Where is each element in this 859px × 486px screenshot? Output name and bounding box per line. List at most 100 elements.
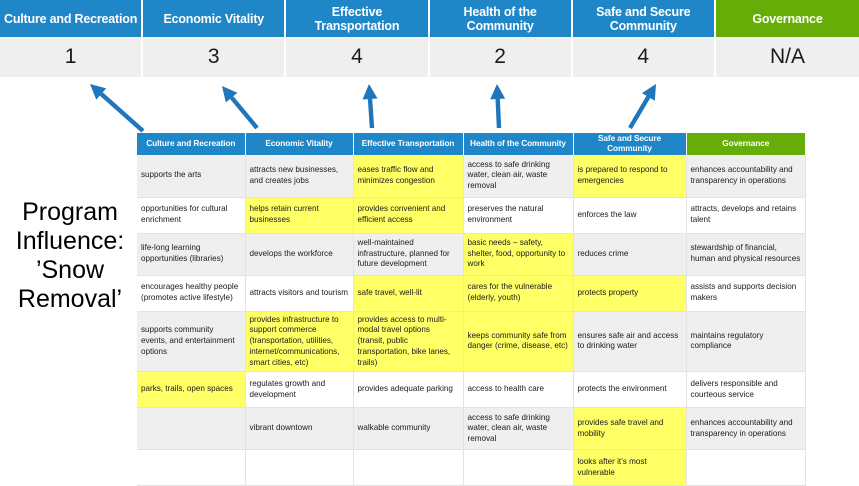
score-value: 1 <box>0 37 144 77</box>
score-header-label: Effective Transportation <box>286 0 430 37</box>
strategic-priority-matrix-table: Culture and Recreation Economic Vitality E… <box>137 133 806 486</box>
arrow-shaft <box>229 96 259 130</box>
matrix-cell: delivers responsible and courteous servi… <box>686 371 806 409</box>
arrow-head <box>90 84 107 100</box>
matrix-cell: vibrant downtown <box>245 407 354 451</box>
caption-line-4: Removal’ <box>17 285 123 313</box>
matrix-cell: supports community events, and entertain… <box>137 311 246 373</box>
arrow-to-health-of-the-community <box>490 84 506 129</box>
arrow-head <box>641 84 656 101</box>
matrix-cell: looks after it’s most vulnerable <box>573 449 687 486</box>
matrix-cell: attracts new businesses, and creates job… <box>245 155 354 198</box>
score-header-label: Health of the Community <box>429 0 573 37</box>
matrix-cell: preserves the natural environment <box>463 197 574 234</box>
strategic-priority-score-band: Culture and Recreation 1 Economic Vitality… <box>0 0 859 77</box>
matrix-cell: encourages healthy people (promotes acti… <box>137 275 246 312</box>
matrix-row: parks, trails, open spaces regulates grow… <box>137 371 806 409</box>
matrix-cell <box>137 449 246 486</box>
matrix-cell: life-long learning opportunities (librar… <box>137 233 246 276</box>
arrow-shaft <box>99 92 145 133</box>
matrix-cell: protects property <box>573 275 687 312</box>
matrix-cell: access to health care <box>463 371 574 409</box>
matrix-cell: cares for the vulnerable (elderly, youth… <box>463 275 574 312</box>
matrix-cell: attracts visitors and tourism <box>245 275 354 312</box>
matrix-row: opportunities for cultural enrichment hel… <box>137 197 806 234</box>
caption-line-2: Influence: <box>15 227 125 255</box>
matrix-cell: parks, trails, open spaces <box>137 371 246 409</box>
matrix-table-body: supports the arts attracts new businesses… <box>137 155 806 486</box>
matrix-cell: well-maintained infrastructure, planned … <box>353 233 464 276</box>
arrow-head <box>490 84 506 100</box>
program-influence-caption: Program Influence: ’Snow Removal’ <box>6 198 134 314</box>
matrix-column-header: Effective Transportation <box>353 133 464 155</box>
matrix-cell: opportunities for cultural enrichment <box>137 197 246 234</box>
arrow-shaft <box>495 98 502 129</box>
matrix-row: looks after it’s most vulnerable <box>137 449 806 486</box>
score-header-label: Culture and Recreation <box>0 0 144 37</box>
matrix-cell <box>353 449 464 486</box>
arrow-layer <box>90 84 656 133</box>
matrix-cell: maintains regulatory compliance <box>686 311 806 373</box>
matrix-column-header: Governance <box>686 133 805 155</box>
matrix-cell: attracts, develops and retains talent <box>686 197 806 234</box>
matrix-column-header: Culture and Recreation <box>137 133 246 155</box>
matrix-cell: protects the environment <box>573 371 687 409</box>
arrow-to-economic-vitality <box>222 86 259 130</box>
matrix-cell: regulates growth and development <box>245 371 354 409</box>
arrow-to-safe-and-secure-community <box>628 84 656 130</box>
score-column: Culture and Recreation 1 <box>0 0 144 77</box>
matrix-cell: enforces the law <box>573 197 687 234</box>
matrix-header-row: Culture and Recreation Economic Vitality E… <box>137 133 805 155</box>
arrow-head <box>222 86 238 103</box>
matrix-cell: stewardship of financial, human and phys… <box>686 233 806 276</box>
score-header-label: Safe and Secure Community <box>572 0 716 37</box>
caption-line-1: Program <box>22 198 118 226</box>
matrix-cell: assists and supports decision makers <box>686 275 806 312</box>
score-column: Safe and Secure Community 4 <box>572 0 716 77</box>
caption-line-3: ’Snow <box>35 256 105 284</box>
matrix-cell: access to safe drinking water, clean air… <box>463 407 574 451</box>
matrix-column-header: Economic Vitality <box>245 133 354 155</box>
score-value: N/A <box>715 37 859 77</box>
score-header-label: Economic Vitality <box>143 0 287 37</box>
matrix-row: encourages healthy people (promotes acti… <box>137 275 806 312</box>
matrix-cell: ensures safe air and access to drinking … <box>573 311 687 373</box>
matrix-cell: keeps community safe from danger (crime,… <box>463 311 574 373</box>
matrix-row: life-long learning opportunities (librar… <box>137 233 806 276</box>
matrix-cell: access to safe drinking water, clean air… <box>463 155 574 198</box>
score-column: Effective Transportation 4 <box>286 0 430 77</box>
matrix-cell: helps retain current businesses <box>245 197 354 234</box>
matrix-row: vibrant downtown walkable community access… <box>137 407 806 451</box>
score-header-label: Governance <box>715 0 859 37</box>
matrix-cell: provides convenient and efficient access <box>353 197 464 234</box>
matrix-column-header: Health of the Community <box>463 133 574 155</box>
matrix-cell <box>137 407 246 451</box>
matrix-cell: supports the arts <box>137 155 246 198</box>
matrix-cell: enhances accountability and transparency… <box>686 407 806 451</box>
matrix-row: supports the arts attracts new businesses… <box>137 155 806 198</box>
score-value: 3 <box>143 37 287 77</box>
matrix-cell: is prepared to respond to emergencies <box>573 155 687 198</box>
matrix-cell: provides infrastructure to support comme… <box>245 311 354 373</box>
matrix-cell: develops the workforce <box>245 233 354 276</box>
score-value: 4 <box>286 37 430 77</box>
arrow-to-effective-transportation <box>362 84 378 129</box>
arrow-to-culture-and-recreation <box>90 84 145 133</box>
arrow-shaft <box>628 95 651 130</box>
arrow-shaft <box>367 98 375 129</box>
matrix-cell: eases traffic flow and minimizes congest… <box>353 155 464 198</box>
matrix-cell <box>463 449 574 486</box>
matrix-cell: reduces crime <box>573 233 687 276</box>
score-value: 2 <box>429 37 573 77</box>
matrix-cell: enhances accountability and transparency… <box>686 155 806 198</box>
score-column: Economic Vitality 3 <box>143 0 287 77</box>
matrix-cell: basic needs – safety, shelter, food, opp… <box>463 233 574 276</box>
matrix-cell: provides access to multi-modal travel op… <box>353 311 464 373</box>
matrix-cell: provides safe travel and mobility <box>573 407 687 451</box>
matrix-row: supports community events, and entertain… <box>137 311 806 373</box>
matrix-column-header: Safe and Secure Community <box>573 133 687 155</box>
matrix-cell <box>245 449 354 486</box>
score-column: Governance N/A <box>715 0 859 77</box>
score-column: Health of the Community 2 <box>429 0 573 77</box>
matrix-table-header: Culture and Recreation Economic Vitality E… <box>137 133 805 155</box>
